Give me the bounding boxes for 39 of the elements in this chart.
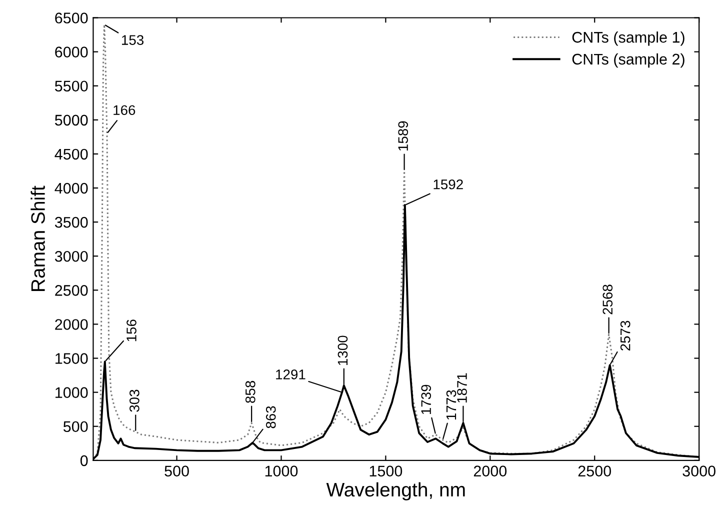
y-tick-label: 2000 [55, 319, 88, 330]
y-tick-label: 4500 [54, 148, 88, 160]
legend-label: CNTs (sample 1) [572, 32, 684, 46]
annotation: 1300 [338, 336, 348, 365]
x-tick-label: 2500 [578, 466, 612, 476]
y-tick-label: 2500 [55, 285, 88, 296]
annotation: 1871 [457, 373, 467, 402]
annotation: 153 [122, 35, 144, 45]
annotation: 156 [126, 320, 136, 342]
annotation: 1773 [446, 390, 456, 420]
legend-label: CNTs (sample 2) [572, 53, 684, 68]
annotation: 1592 [434, 179, 463, 190]
annotation: 2568 [602, 284, 613, 314]
x-axis-title: Wavelength, nm [326, 482, 465, 500]
annotation: 2573 [620, 320, 630, 350]
x-tick-label: 3000 [682, 466, 716, 476]
annotation: 1291 [276, 370, 306, 380]
y-tick-label: 6000 [55, 46, 88, 58]
annotation: 1739 [421, 384, 432, 414]
y-tick-label: 1000 [56, 387, 88, 398]
y-tick-label: 4000 [54, 182, 88, 194]
x-tick-label: 2000 [474, 466, 507, 476]
y-tick-label: 3500 [54, 216, 88, 228]
annotation: 303 [130, 390, 140, 412]
annotation: 166 [114, 105, 136, 116]
x-tick-label: 500 [164, 466, 189, 476]
x-tick-label: 1000 [265, 466, 298, 476]
y-tick-label: 500 [63, 421, 88, 432]
y-tick-label: 1500 [56, 353, 88, 364]
y-tick-label: 5500 [54, 80, 88, 92]
annotation: 863 [266, 406, 276, 428]
y-tick-label: 0 [80, 455, 88, 466]
annotation: 1589 [398, 121, 408, 150]
y-tick-label: 6500 [55, 12, 88, 24]
annotation: 858 [245, 380, 256, 403]
y-tick-label: 3000 [54, 250, 88, 262]
y-axis-title: Raman Shift [30, 186, 45, 291]
x-tick-label: 1500 [370, 466, 402, 476]
y-tick-label: 5000 [54, 114, 88, 126]
